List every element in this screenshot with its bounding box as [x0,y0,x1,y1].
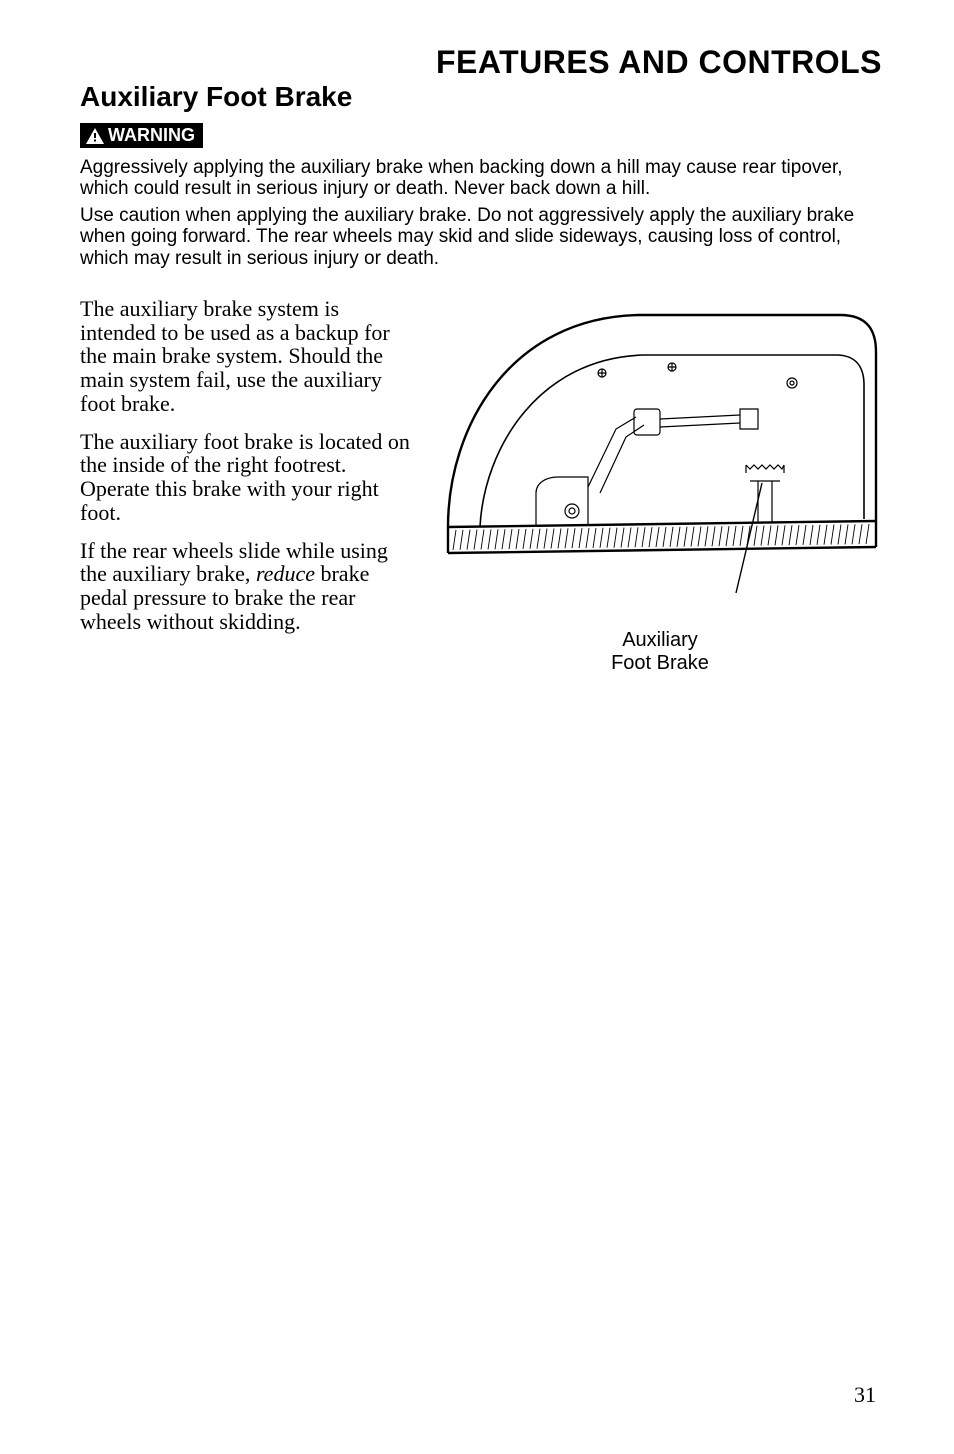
body-p3: If the rear wheels slide while using the… [80,539,410,634]
page-number: 31 [854,1382,876,1408]
warning-badge: WARNING [80,123,203,148]
warning-body: Aggressively applying the auxiliary brak… [80,157,882,269]
warning-p1: Aggressively applying the auxiliary brak… [80,157,882,200]
section-title: Auxiliary Foot Brake [80,81,882,113]
body-p2: The auxiliary foot brake is located on t… [80,430,410,525]
body-p1: The auxiliary brake system is intended t… [80,297,410,416]
warning-triangle-icon [86,128,104,144]
warning-p2: Use caution when applying the auxiliary … [80,205,882,269]
body-text-column: The auxiliary brake system is intended t… [80,297,410,675]
diagram-column: Auxiliary Foot Brake [438,297,882,675]
diagram-caption: Auxiliary Foot Brake [611,629,709,675]
page-title: FEATURES AND CONTROLS [80,44,882,81]
body-p3-emphasis: reduce [256,561,315,586]
warning-label: WARNING [108,125,195,146]
footrest-diagram [440,297,880,627]
caption-line2: Foot Brake [611,652,709,674]
caption-line1: Auxiliary [622,629,698,651]
